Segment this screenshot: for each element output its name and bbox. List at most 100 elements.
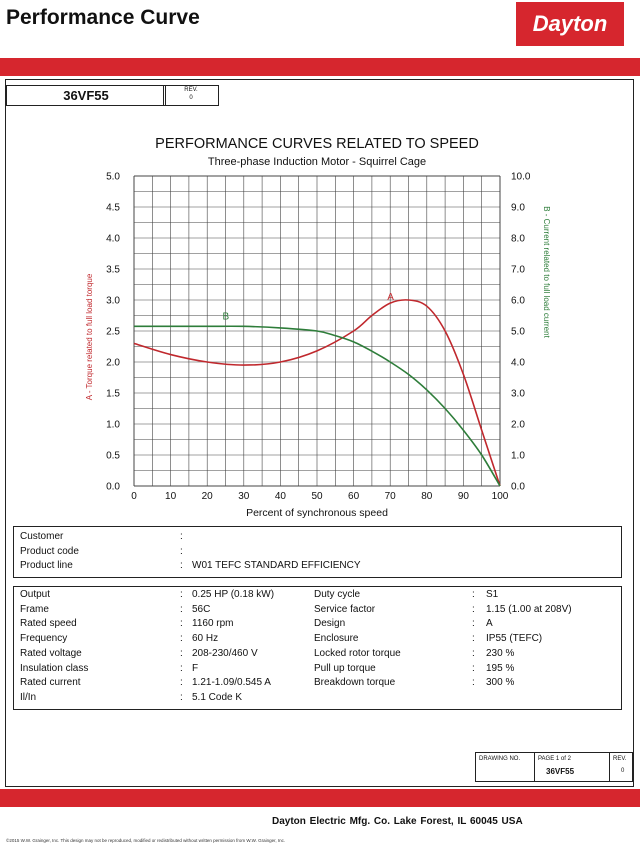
spec-value: 230 % [486, 647, 515, 659]
spec-separator: : [472, 618, 475, 630]
right-tick-label: 2.0 [511, 420, 525, 431]
spec-separator: : [472, 633, 475, 645]
left-tick-label: 2.0 [106, 358, 120, 369]
right-tick-label: 4.0 [511, 358, 525, 369]
copyright-notice: ©2015 W.W. Grainger, Inc. This design ma… [6, 838, 286, 843]
spec-label: Rated current [20, 677, 81, 689]
right-tick-label: 7.0 [511, 265, 525, 276]
spec-label: Breakdown torque [314, 677, 396, 689]
left-tick-label: 0.0 [106, 482, 120, 493]
spec-label: Il/In [20, 691, 37, 703]
spec-value: IP55 (TEFC) [486, 633, 543, 645]
customer-row-label: Product code [20, 545, 79, 557]
left-tick-label: 3.5 [106, 265, 120, 276]
x-axis-label: Percent of synchronous speed [246, 507, 388, 519]
drawing-number-box: DRAWING NO. PAGE 1 of 2 36VF55 REV. 0 [475, 752, 633, 782]
spec-separator: : [180, 603, 183, 615]
spec-separator: : [180, 691, 183, 703]
left-tick-label: 1.5 [106, 389, 120, 400]
revision-box: REV. 0 [163, 85, 219, 106]
x-tick-label: 20 [202, 491, 214, 502]
customer-row-label: Customer [20, 531, 64, 542]
dayton-logo: Dayton [516, 2, 624, 46]
spec-separator: : [472, 662, 475, 674]
right-axis-label: B - Current related to full load current [542, 206, 551, 338]
drawing-no-label: DRAWING NO. [479, 756, 521, 762]
x-tick-label: 40 [275, 491, 287, 502]
spec-separator: : [472, 647, 475, 659]
spec-separator: : [472, 677, 475, 689]
spec-label: Enclosure [314, 633, 359, 645]
series-label-A: A [387, 292, 394, 303]
performance-chart: 0 10 20 30 40 50 60 70 80 90 1000.00.51.01.52.02.5… [85, 136, 551, 519]
customer-block [13, 526, 622, 578]
rev-value: 0 [189, 95, 193, 101]
spec-value: 208-230/460 V [192, 647, 258, 659]
drawing-number: 36VF55 [546, 767, 575, 776]
right-tick-label: 5.0 [511, 327, 525, 338]
spec-value: 5.1 Code K [192, 691, 243, 703]
chart-subtitle: Three-phase Induction Motor - Squirrel C… [208, 156, 426, 168]
customer-row-separator: : [180, 560, 183, 572]
series-line-A [133, 299, 501, 487]
model-number: 36VF55 [63, 88, 109, 103]
chart-series: AB [133, 292, 501, 487]
right-tick-label: 1.0 [511, 451, 525, 462]
x-tick-label: 10 [165, 491, 177, 502]
footer-red-bar [0, 789, 640, 807]
spec-separator: : [180, 647, 183, 659]
x-tick-label: 50 [311, 491, 323, 502]
spec-value: 1.21-1.09/0.545 A [192, 677, 271, 689]
right-tick-label: 6.0 [511, 296, 525, 307]
right-tick-label: 3.0 [511, 389, 525, 400]
company-address: Dayton Electric Mfg. Co. Lake Forest, IL… [272, 816, 523, 827]
series-label-B: B [223, 312, 230, 323]
spec-value: A [486, 618, 493, 630]
customer-row-separator: : [180, 545, 183, 557]
divider [609, 753, 610, 781]
divider [534, 753, 535, 781]
spec-value: 195 % [486, 662, 515, 674]
spec-value: 60 Hz [192, 633, 219, 645]
spec-separator: : [180, 662, 183, 674]
customer-row-label: Product line [20, 560, 73, 572]
chart-title: PERFORMANCE CURVES RELATED TO SPEED [155, 136, 479, 152]
spec-label: Output [20, 589, 51, 600]
spec-label: Pull up torque [314, 662, 376, 674]
spec-value: 0.25 HP (0.18 kW) [192, 589, 275, 600]
x-tick-label: 30 [238, 491, 250, 502]
x-tick-label: 60 [348, 491, 360, 502]
spec-value: S1 [486, 589, 499, 600]
spec-label: Rated speed [20, 618, 77, 630]
left-tick-label: 4.5 [106, 203, 120, 214]
spec-label: Locked rotor torque [314, 647, 401, 659]
header-red-bar [0, 58, 640, 76]
spec-label: Insulation class [20, 662, 89, 674]
series-line-B [134, 325, 501, 487]
spec-separator: : [180, 633, 183, 645]
left-axis-label: A - Torque related to full load torque [85, 273, 94, 400]
right-tick-label: 9.0 [511, 203, 525, 214]
chart-ticks: 0 10 20 30 40 50 60 70 80 90 1000.00.51.01.52.02.5… [106, 172, 531, 503]
left-tick-label: 2.5 [106, 327, 120, 338]
spec-separator: : [472, 603, 475, 615]
spec-value: 56C [192, 603, 211, 615]
spec-label: Service factor [314, 603, 376, 615]
drawing-rev-label: REV. [613, 756, 627, 762]
spec-value: 1160 rpm [192, 618, 234, 630]
right-tick-label: 8.0 [511, 234, 525, 245]
spec-value: 300 % [486, 677, 515, 689]
chart-grid [133, 175, 501, 487]
customer-row-separator: : [180, 531, 183, 542]
model-number-box: 36VF55 [6, 85, 166, 106]
right-tick-label: 10.0 [511, 172, 531, 183]
spec-separator: : [472, 589, 475, 600]
x-tick-label: 80 [421, 491, 433, 502]
left-tick-label: 0.5 [106, 451, 120, 462]
x-tick-label: 100 [492, 491, 509, 502]
spec-label: Frame [20, 603, 49, 615]
x-tick-label: 90 [458, 491, 470, 502]
spec-separator: : [180, 677, 183, 689]
spec-value: F [192, 662, 199, 674]
customer-rows: Customer: Product code: Product line: W01 T… [20, 530, 620, 576]
